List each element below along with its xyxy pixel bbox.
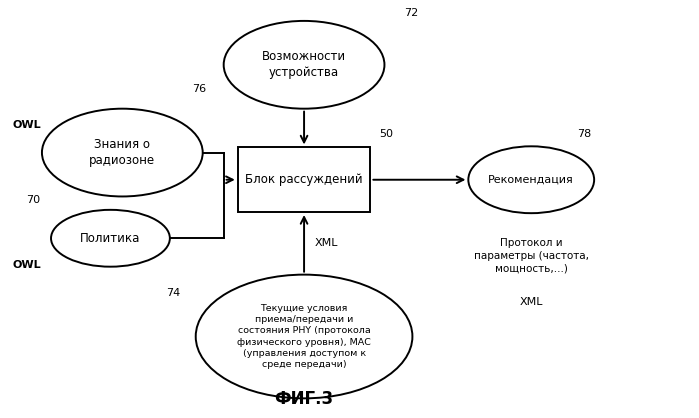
Text: OWL: OWL xyxy=(13,260,41,270)
Text: 76: 76 xyxy=(192,84,206,94)
Text: Знания о
радиозоне: Знания о радиозоне xyxy=(89,138,155,167)
Text: Текущие условия
приема/передачи и
состояния PHY (протокола
физического уровня), : Текущие условия приема/передачи и состоя… xyxy=(237,304,371,369)
Text: Политика: Политика xyxy=(80,232,140,245)
Text: OWL: OWL xyxy=(13,120,41,130)
Text: XML: XML xyxy=(315,238,338,248)
Ellipse shape xyxy=(42,109,203,196)
Text: XML: XML xyxy=(519,297,543,307)
Ellipse shape xyxy=(51,210,170,267)
Text: Блок рассуждений: Блок рассуждений xyxy=(245,173,363,186)
Ellipse shape xyxy=(224,21,384,109)
Bar xyxy=(238,148,370,212)
Text: Возможности
устройства: Возможности устройства xyxy=(262,50,346,79)
Text: Рекомендация: Рекомендация xyxy=(489,175,574,185)
Text: 74: 74 xyxy=(166,288,180,298)
Text: Протокол и
параметры (частота,
мощность,...): Протокол и параметры (частота, мощность,… xyxy=(474,238,589,273)
Text: 70: 70 xyxy=(27,195,41,205)
Text: 50: 50 xyxy=(379,129,393,139)
Ellipse shape xyxy=(468,146,594,213)
Text: 78: 78 xyxy=(577,129,591,139)
Ellipse shape xyxy=(196,275,412,398)
Text: ФИГ.3: ФИГ.3 xyxy=(275,390,333,408)
Text: 72: 72 xyxy=(404,8,418,18)
